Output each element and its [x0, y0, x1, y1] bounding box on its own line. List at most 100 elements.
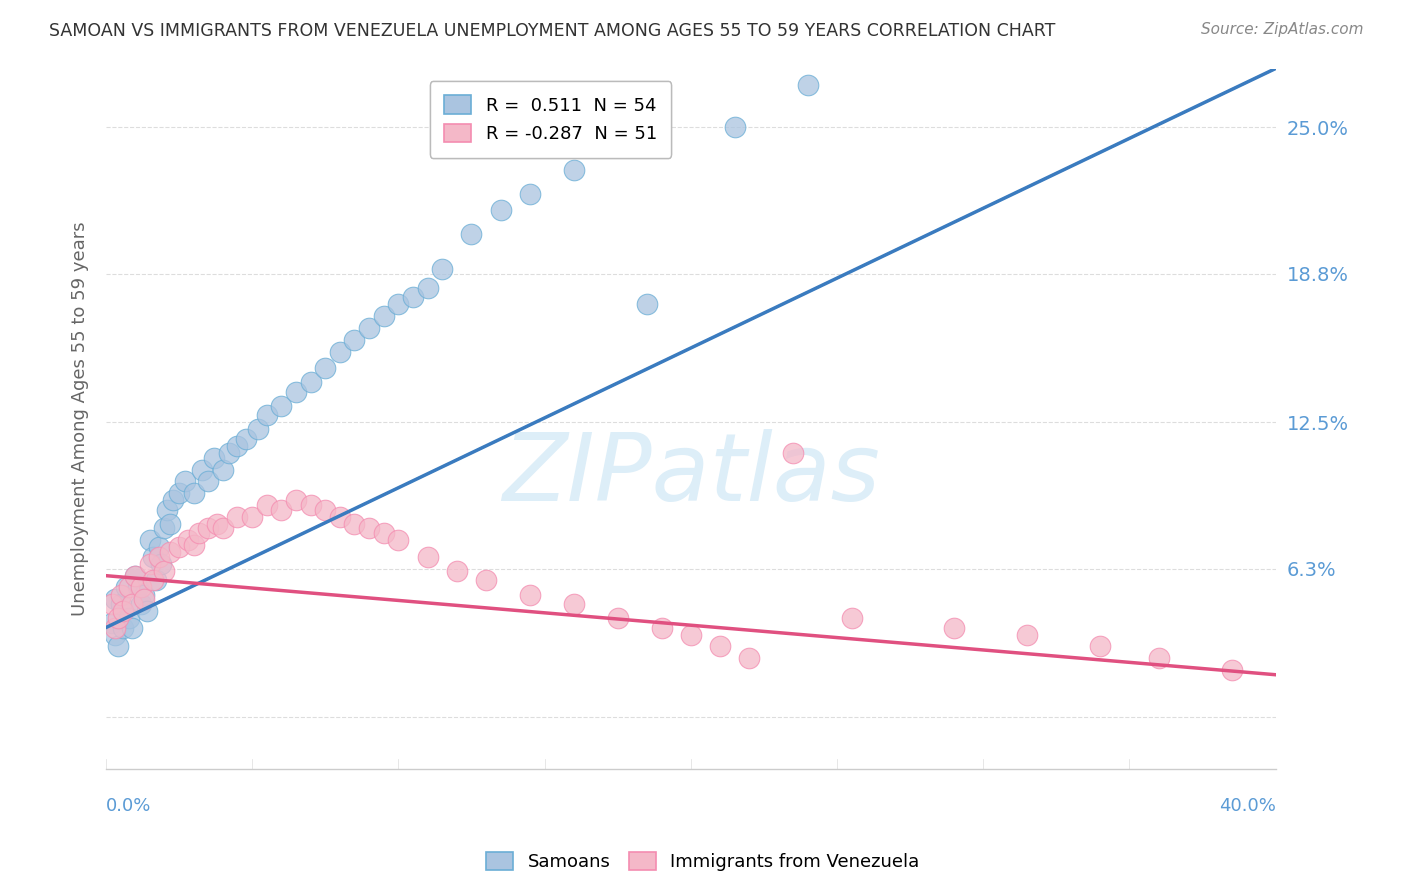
Point	[329, 344, 352, 359]
Point	[173, 475, 195, 489]
Point	[148, 541, 170, 555]
Point	[314, 361, 336, 376]
Point	[212, 521, 235, 535]
Point	[226, 509, 249, 524]
Point	[373, 526, 395, 541]
Point	[402, 290, 425, 304]
Point	[139, 557, 162, 571]
Point	[416, 281, 439, 295]
Point	[153, 564, 176, 578]
Point	[124, 568, 146, 582]
Point	[650, 621, 672, 635]
Point	[562, 597, 585, 611]
Point	[738, 651, 761, 665]
Point	[205, 516, 228, 531]
Point	[167, 541, 190, 555]
Point	[142, 549, 165, 564]
Point	[519, 588, 541, 602]
Point	[796, 78, 818, 92]
Point	[606, 611, 628, 625]
Legend: Samoans, Immigrants from Venezuela: Samoans, Immigrants from Venezuela	[479, 845, 927, 879]
Point	[246, 422, 269, 436]
Point	[387, 297, 409, 311]
Point	[150, 557, 173, 571]
Point	[446, 564, 468, 578]
Point	[124, 568, 146, 582]
Point	[489, 202, 512, 217]
Point	[177, 533, 200, 548]
Point	[112, 604, 135, 618]
Point	[285, 493, 308, 508]
Text: 0.0%: 0.0%	[105, 797, 152, 815]
Point	[135, 604, 157, 618]
Point	[723, 120, 745, 135]
Point	[112, 621, 135, 635]
Point	[1147, 651, 1170, 665]
Point	[107, 611, 129, 625]
Point	[636, 297, 658, 311]
Point	[183, 538, 205, 552]
Point	[139, 533, 162, 548]
Point	[132, 592, 155, 607]
Point	[110, 588, 132, 602]
Point	[841, 611, 863, 625]
Point	[162, 493, 184, 508]
Point	[145, 574, 167, 588]
Point	[110, 597, 132, 611]
Point	[270, 399, 292, 413]
Point	[121, 597, 143, 611]
Point	[148, 549, 170, 564]
Point	[197, 475, 219, 489]
Y-axis label: Unemployment Among Ages 55 to 59 years: Unemployment Among Ages 55 to 59 years	[72, 221, 89, 616]
Point	[104, 627, 127, 641]
Point	[240, 509, 263, 524]
Point	[373, 309, 395, 323]
Point	[782, 446, 804, 460]
Point	[1220, 663, 1243, 677]
Point	[942, 621, 965, 635]
Point	[191, 462, 214, 476]
Point	[212, 462, 235, 476]
Legend: R =  0.511  N = 54, R = -0.287  N = 51: R = 0.511 N = 54, R = -0.287 N = 51	[430, 81, 671, 158]
Text: SAMOAN VS IMMIGRANTS FROM VENEZUELA UNEMPLOYMENT AMONG AGES 55 TO 59 YEARS CORRE: SAMOAN VS IMMIGRANTS FROM VENEZUELA UNEM…	[49, 22, 1056, 40]
Text: 40.0%: 40.0%	[1219, 797, 1275, 815]
Point	[460, 227, 482, 241]
Point	[100, 597, 122, 611]
Point	[475, 574, 498, 588]
Point	[121, 621, 143, 635]
Point	[202, 450, 225, 465]
Point	[432, 262, 454, 277]
Point	[100, 615, 122, 630]
Point	[519, 186, 541, 201]
Point	[226, 439, 249, 453]
Point	[129, 581, 152, 595]
Point	[299, 498, 322, 512]
Point	[118, 611, 141, 625]
Point	[359, 521, 381, 535]
Point	[167, 486, 190, 500]
Point	[256, 409, 278, 423]
Point	[359, 321, 381, 335]
Point	[270, 502, 292, 516]
Point	[107, 640, 129, 654]
Point	[1015, 627, 1038, 641]
Point	[387, 533, 409, 548]
Point	[156, 502, 179, 516]
Point	[218, 446, 240, 460]
Point	[343, 516, 366, 531]
Point	[118, 581, 141, 595]
Point	[416, 549, 439, 564]
Point	[1088, 640, 1111, 654]
Text: Source: ZipAtlas.com: Source: ZipAtlas.com	[1201, 22, 1364, 37]
Point	[142, 574, 165, 588]
Point	[104, 592, 127, 607]
Point	[235, 432, 257, 446]
Point	[115, 581, 138, 595]
Point	[159, 545, 181, 559]
Point	[314, 502, 336, 516]
Point	[129, 597, 152, 611]
Point	[188, 526, 211, 541]
Point	[562, 163, 585, 178]
Point	[709, 640, 731, 654]
Point	[197, 521, 219, 535]
